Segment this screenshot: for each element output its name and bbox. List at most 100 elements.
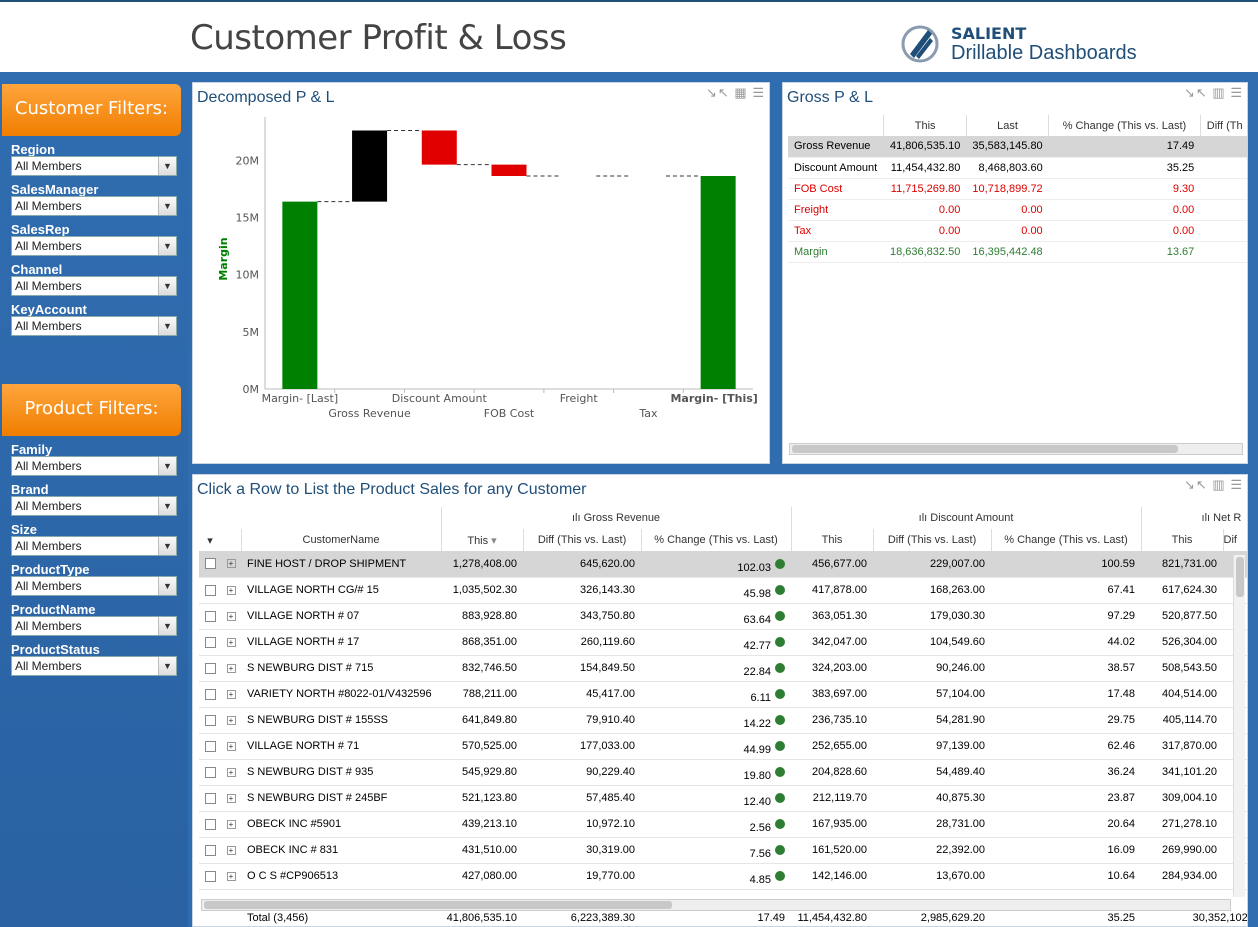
row-checkbox[interactable] — [204, 714, 216, 726]
chevron-down-icon[interactable]: ▼ — [158, 497, 176, 515]
column-header[interactable]: CustomerName — [240, 529, 442, 551]
table-row[interactable]: + OBECK INC # 831 431,510.00 30,319.00 7.56 1… — [199, 837, 1247, 864]
menu-icon[interactable]: ☰ — [752, 85, 765, 100]
expand-icon[interactable]: + — [226, 585, 236, 595]
row-checkbox-cell[interactable] — [199, 811, 221, 838]
expand-icon[interactable]: + — [226, 715, 236, 725]
column-menu-icon[interactable]: ▾ — [207, 534, 213, 547]
filter-select[interactable]: All Members ▼ — [11, 196, 177, 216]
table-row[interactable]: + FINE HOST / DROP SHIPMENT 1,278,408.00 64… — [199, 551, 1247, 578]
column-header[interactable]: % Change (This vs. Last) — [640, 529, 792, 551]
expand-cell[interactable]: + — [221, 863, 241, 890]
table-row[interactable]: + VILLAGE NORTH # 17 868,351.00 260,119.60 4… — [199, 629, 1247, 656]
column-header[interactable]: This — [883, 115, 967, 136]
table-row[interactable]: Gross Revenue 41,806,535.10 35,583,145.80 1… — [788, 136, 1247, 158]
panel-tools[interactable]: ↘↖ ▥ ☰ — [1184, 477, 1243, 493]
row-checkbox[interactable] — [204, 844, 216, 856]
table-row[interactable]: + S NEWBURG DIST # 935 545,929.80 90,229.40… — [199, 759, 1247, 786]
row-checkbox-cell[interactable] — [199, 759, 221, 786]
expand-cell[interactable]: + — [221, 759, 241, 786]
chevron-down-icon[interactable]: ▼ — [158, 537, 176, 555]
row-checkbox[interactable] — [204, 870, 216, 882]
filter-select[interactable]: All Members ▼ — [11, 276, 177, 296]
column-header[interactable]: Diff (Th — [1199, 115, 1247, 136]
filter-select[interactable]: All Members ▼ — [11, 316, 177, 336]
column-header[interactable]: Diff (This vs. Last) — [522, 529, 642, 551]
row-checkbox-cell[interactable] — [199, 551, 221, 578]
filter-select[interactable]: All Members ▼ — [11, 616, 177, 636]
filter-select[interactable]: All Members ▼ — [11, 576, 177, 596]
collapse-icon[interactable]: ↘↖ — [706, 85, 730, 100]
filter-select[interactable]: All Members ▼ — [11, 156, 177, 176]
collapse-icon[interactable]: ↘↖ — [1184, 85, 1208, 100]
row-checkbox[interactable] — [204, 558, 216, 570]
vertical-scrollbar[interactable] — [1233, 555, 1245, 897]
horizontal-scrollbar[interactable] — [201, 899, 1231, 911]
expand-icon[interactable]: + — [226, 559, 236, 569]
row-checkbox-cell[interactable] — [199, 863, 221, 890]
scroll-thumb[interactable] — [1236, 557, 1244, 597]
column-header[interactable]: This ▾ — [440, 529, 524, 551]
column-header[interactable]: This — [1140, 529, 1224, 551]
row-checkbox[interactable] — [204, 766, 216, 778]
expand-icon[interactable]: + — [226, 767, 236, 777]
panel-tools[interactable]: ↘↖ ▦ ☰ — [706, 85, 765, 101]
expand-cell[interactable]: + — [221, 629, 241, 656]
row-checkbox-cell[interactable] — [199, 603, 221, 630]
scroll-thumb[interactable] — [204, 901, 672, 909]
row-checkbox[interactable] — [204, 818, 216, 830]
chevron-down-icon[interactable]: ▼ — [158, 657, 176, 675]
column-header[interactable]: Dif — [1222, 529, 1247, 551]
chevron-down-icon[interactable]: ▼ — [158, 617, 176, 635]
expand-icon[interactable]: + — [226, 871, 236, 881]
row-checkbox[interactable] — [204, 662, 216, 674]
expand-cell[interactable]: + — [221, 811, 241, 838]
expand-cell[interactable]: + — [221, 707, 241, 734]
expand-icon[interactable]: + — [226, 819, 236, 829]
table-row[interactable]: + VILLAGE NORTH # 07 883,928.80 343,750.80 6… — [199, 603, 1247, 630]
expand-icon[interactable]: + — [226, 793, 236, 803]
expand-icon[interactable]: + — [226, 741, 236, 751]
chevron-down-icon[interactable]: ▼ — [158, 577, 176, 595]
column-header[interactable]: % Change (This vs. Last) — [990, 529, 1142, 551]
panel-tools[interactable]: ↘↖ ▥ ☰ — [1184, 85, 1243, 101]
expand-cell[interactable]: + — [221, 733, 241, 760]
row-checkbox-cell[interactable] — [199, 785, 221, 812]
expand-icon[interactable]: + — [226, 663, 236, 673]
chevron-down-icon[interactable]: ▼ — [158, 197, 176, 215]
column-header[interactable]: Last — [965, 115, 1049, 136]
table-row[interactable]: + O C S #CP906513 427,080.00 19,770.00 4.85 1… — [199, 863, 1247, 890]
chart-icon[interactable]: ▥ — [1212, 477, 1226, 492]
expand-cell[interactable]: + — [221, 577, 241, 604]
row-checkbox-cell[interactable] — [199, 655, 221, 682]
sort-desc-icon[interactable]: ▾ — [488, 534, 497, 547]
expand-cell[interactable]: + — [221, 655, 241, 682]
row-checkbox-cell[interactable] — [199, 707, 221, 734]
table-row[interactable]: Margin 18,636,832.50 16,395,442.48 13.67 — [788, 241, 1247, 263]
filter-select[interactable]: All Members ▼ — [11, 656, 177, 676]
filter-select[interactable]: All Members ▼ — [11, 496, 177, 516]
scroll-thumb[interactable] — [792, 445, 1178, 453]
horizontal-scrollbar[interactable] — [789, 443, 1243, 455]
row-checkbox[interactable] — [204, 792, 216, 804]
expand-icon[interactable]: + — [226, 637, 236, 647]
row-checkbox-cell[interactable] — [199, 837, 221, 864]
expand-cell[interactable]: + — [221, 837, 241, 864]
table-row[interactable]: Discount Amount 11,454,432.80 8,468,803.60… — [788, 157, 1247, 179]
chart-icon[interactable]: ▥ — [1212, 85, 1226, 100]
table-row[interactable]: Freight 0.00 0.00 0.00 — [788, 199, 1247, 221]
row-checkbox[interactable] — [204, 740, 216, 752]
expand-cell[interactable]: + — [221, 681, 241, 708]
row-checkbox[interactable] — [204, 636, 216, 648]
filter-select[interactable]: All Members ▼ — [11, 536, 177, 556]
table-row[interactable]: + S NEWBURG DIST # 155SS 641,849.80 79,910.… — [199, 707, 1247, 734]
row-checkbox[interactable] — [204, 610, 216, 622]
expand-cell[interactable]: + — [221, 603, 241, 630]
table-row[interactable]: FOB Cost 11,715,269.80 10,718,899.72 9.30 — [788, 178, 1247, 200]
column-header[interactable]: % Change (This vs. Last) — [1048, 115, 1201, 136]
expand-icon[interactable]: + — [226, 845, 236, 855]
row-checkbox[interactable] — [204, 584, 216, 596]
expand-icon[interactable]: + — [226, 689, 236, 699]
column-header[interactable]: This — [790, 529, 874, 551]
row-checkbox-cell[interactable] — [199, 681, 221, 708]
